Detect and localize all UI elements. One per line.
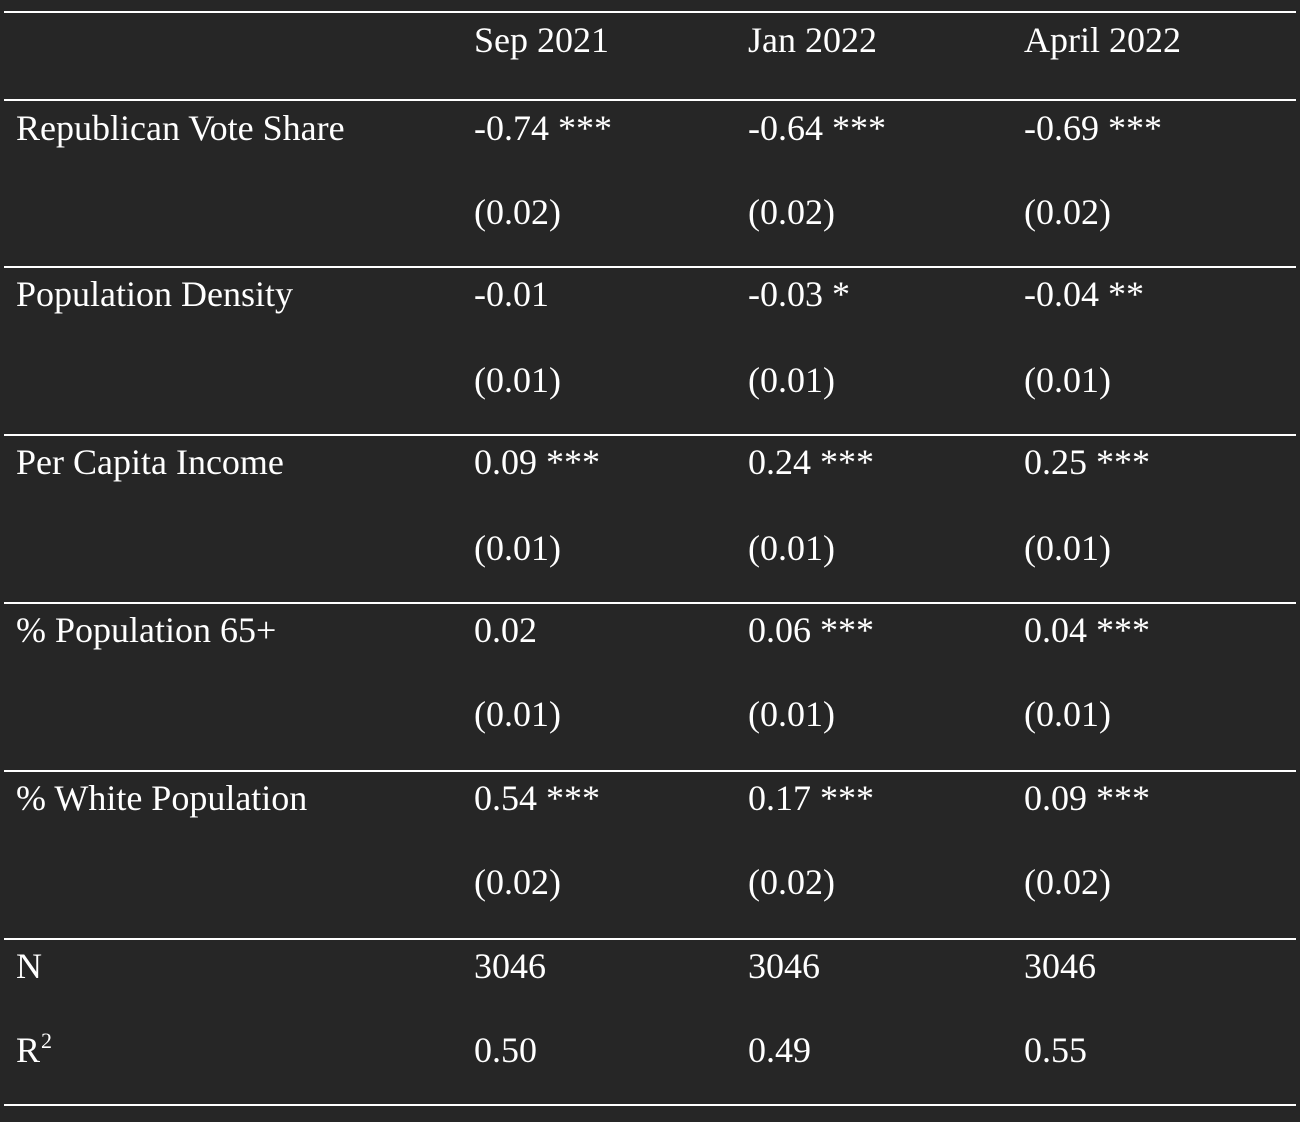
coef-cell: 0.02 [474, 610, 537, 650]
se-cell: (0.02) [1024, 192, 1111, 232]
row-rule [4, 266, 1296, 268]
se-cell: (0.01) [474, 528, 561, 568]
se-cell: (0.02) [474, 192, 561, 232]
r-squared-value: 0.49 [748, 1030, 811, 1070]
row-label-per-capita-income: Per Capita Income [16, 442, 284, 482]
header-rule [4, 99, 1296, 101]
column-header-april-2022: April 2022 [1024, 20, 1181, 60]
column-header-jan-2022: Jan 2022 [748, 20, 877, 60]
coef-cell: -0.64 *** [748, 108, 886, 148]
top-rule [4, 11, 1296, 13]
coef-cell: 0.09 *** [474, 442, 600, 482]
row-rule [4, 434, 1296, 436]
coef-cell: -0.69 *** [1024, 108, 1162, 148]
r-squared-letter: R [16, 1030, 41, 1070]
column-header-sep-2021: Sep 2021 [474, 20, 609, 60]
coef-cell: -0.74 *** [474, 108, 612, 148]
coef-cell: 0.06 *** [748, 610, 874, 650]
coef-cell: 0.24 *** [748, 442, 874, 482]
coef-cell: -0.03 * [748, 274, 850, 314]
se-cell: (0.01) [748, 694, 835, 734]
row-label-population-65-plus: % Population 65+ [16, 610, 277, 650]
row-label-population-density: Population Density [16, 274, 293, 314]
r-squared-value: 0.55 [1024, 1030, 1087, 1070]
se-cell: (0.02) [474, 862, 561, 902]
se-cell: (0.01) [474, 694, 561, 734]
coef-cell: 0.09 *** [1024, 778, 1150, 818]
coef-cell: -0.01 [474, 274, 549, 314]
se-cell: (0.01) [474, 360, 561, 400]
coef-cell: 0.04 *** [1024, 610, 1150, 650]
coef-cell: 0.25 *** [1024, 442, 1150, 482]
se-cell: (0.02) [748, 862, 835, 902]
row-rule [4, 770, 1296, 772]
se-cell: (0.02) [1024, 862, 1111, 902]
se-cell: (0.02) [748, 192, 835, 232]
se-cell: (0.01) [748, 528, 835, 568]
se-cell: (0.01) [1024, 360, 1111, 400]
n-value: 3046 [474, 946, 546, 986]
coef-cell: 0.54 *** [474, 778, 600, 818]
r-squared-value: 0.50 [474, 1030, 537, 1070]
bottom-rule [4, 1104, 1296, 1106]
footer-label-n: N [16, 946, 42, 986]
se-cell: (0.01) [1024, 694, 1111, 734]
row-rule [4, 602, 1296, 604]
row-label-white-population: % White Population [16, 778, 308, 818]
footer-label-r-squared: R2 [16, 1028, 53, 1075]
coef-cell: -0.04 ** [1024, 274, 1144, 314]
se-cell: (0.01) [1024, 528, 1111, 568]
coef-cell: 0.17 *** [748, 778, 874, 818]
n-value: 3046 [1024, 946, 1096, 986]
row-label-republican-vote-share: Republican Vote Share [16, 108, 345, 148]
r-squared-superscript: 2 [41, 1028, 53, 1053]
se-cell: (0.01) [748, 360, 835, 400]
n-value: 3046 [748, 946, 820, 986]
footer-rule [4, 938, 1296, 940]
